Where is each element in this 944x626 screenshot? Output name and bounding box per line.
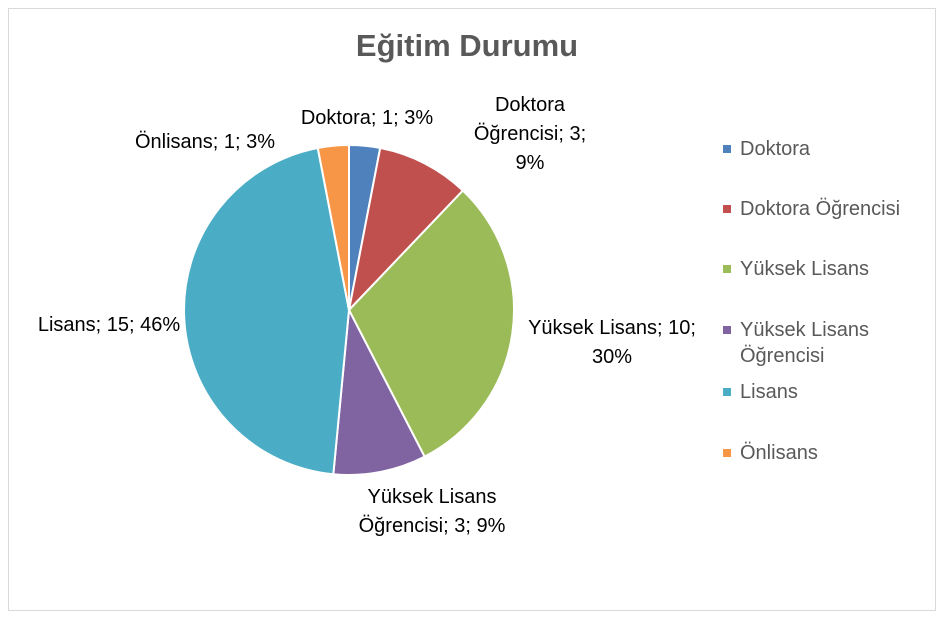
legend-label: Önlisans [740,442,818,464]
data-label: Yüksek Lisans Öğrencisi; 3; 9% [358,486,506,537]
legend-label: Yüksek Lisans Öğrencisi [740,319,869,367]
legend-swatch [723,145,731,153]
legend-label: Yüksek Lisans [740,258,869,280]
pie-slice [347,146,465,314]
legend-label: Lisans [740,381,798,403]
pie-slice [316,143,350,311]
data-label: Doktora Öğrencisi; 3; 9% [473,94,587,174]
pie-slice [183,146,351,476]
data-label: Doktora; 1; 3% [300,107,434,129]
pie-slice [332,306,426,476]
data-label: Yüksek Lisans; 10; 30% [528,317,696,368]
data-label: Lisans; 15; 46% [37,314,181,336]
legend-swatch [723,449,731,457]
legend-label: Doktora [740,138,811,160]
data-label: Önlisans; 1; 3% [134,131,276,153]
chart-title: Eğitim Durumu [356,28,578,63]
legend-label: Doktora Öğrencisi [740,198,901,220]
pie-slice [347,189,515,459]
legend-swatch [723,265,731,273]
legend-swatch [723,388,731,396]
legend-swatch [723,205,731,213]
legend-swatch [723,326,731,334]
